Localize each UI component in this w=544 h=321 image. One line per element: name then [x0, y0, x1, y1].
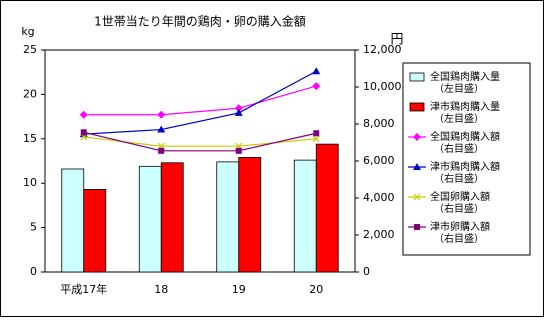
legend-swatch [409, 72, 425, 82]
legend-note: （右目盛） [434, 142, 484, 155]
legend-label: 津市鶏肉購入額 [430, 160, 500, 173]
point [80, 129, 87, 136]
x-tick-label: 19 [232, 283, 246, 296]
y-tick-label: 10 [23, 176, 37, 189]
bar [315, 143, 339, 273]
bar [293, 159, 317, 273]
y-tick-label: 25 [23, 43, 37, 56]
y2-tick-label: 6,000 [363, 154, 395, 167]
y-tick-label: 0 [30, 265, 37, 278]
x-tick-label: 平成17年 [60, 282, 107, 296]
legend-label: 全国鶏肉購入量 [430, 70, 500, 83]
y-axis-label: kg [21, 25, 34, 38]
x-tick-label: 20 [309, 283, 323, 296]
point [234, 108, 243, 116]
point [312, 82, 321, 91]
point [79, 110, 88, 119]
y2-axis-label: 円 [390, 33, 403, 48]
legend-note: （右目盛） [434, 232, 484, 245]
legend-label: 全国卵購入額 [430, 190, 490, 203]
legend-marker [413, 163, 421, 170]
bar [216, 161, 240, 273]
line [83, 70, 317, 135]
chart-title: 1世帯当たり年間の鶏肉・卵の購入金額 [94, 14, 306, 29]
x-tick-label: 18 [154, 283, 168, 296]
y-tick-label: 20 [23, 87, 37, 100]
y2-tick-label: 10,000 [363, 80, 402, 93]
point [157, 125, 166, 133]
bar [160, 162, 184, 273]
legend-note: （右目盛） [434, 202, 484, 215]
legend-marker [413, 133, 421, 141]
point [312, 135, 320, 143]
y2-tick-label: 12,000 [363, 43, 402, 56]
legend-label: 全国鶏肉購入額 [430, 130, 500, 143]
line [83, 131, 317, 152]
legend-label: 津市鶏肉購入量 [430, 100, 500, 113]
y2-tick-label: 2,000 [363, 228, 395, 241]
point [312, 67, 321, 75]
legend-note: （右目盛） [434, 172, 484, 185]
y2-tick-label: 4,000 [363, 191, 395, 204]
y2-tick-label: 0 [363, 265, 370, 278]
y-tick-label: 5 [30, 221, 37, 234]
bar [61, 168, 85, 273]
legend-note: （左目盛） [434, 82, 484, 95]
point [158, 147, 165, 154]
legend-marker [413, 193, 421, 201]
point [157, 110, 166, 119]
legend-swatch [409, 102, 425, 112]
legend-marker [414, 224, 420, 230]
bar [83, 189, 107, 273]
bar [138, 165, 162, 273]
legend-label: 津市卵購入額 [430, 220, 490, 233]
y-tick-label: 15 [23, 132, 37, 145]
bar [238, 157, 262, 273]
line [83, 85, 317, 116]
point [235, 147, 242, 154]
legend-note: （左目盛） [434, 112, 484, 125]
legend [402, 62, 531, 256]
point [234, 104, 243, 113]
y2-tick-label: 8,000 [363, 117, 395, 130]
point [313, 130, 320, 137]
